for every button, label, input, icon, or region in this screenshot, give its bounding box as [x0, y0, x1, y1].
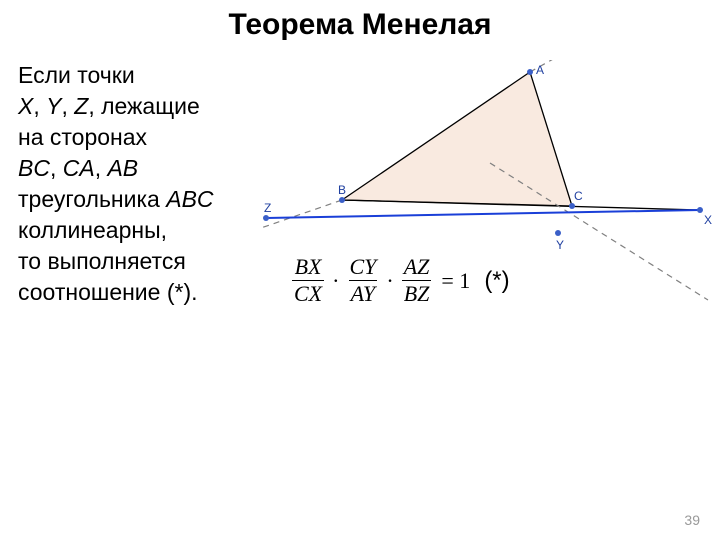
- star-marker: (*): [476, 267, 509, 295]
- frac-1: BX CX: [292, 256, 324, 305]
- l2-post: , лежащие: [88, 93, 199, 119]
- pt-Z: Z: [74, 93, 88, 119]
- comma3: ,: [50, 155, 63, 181]
- svg-text:A: A: [536, 63, 544, 77]
- pt-Y: Y: [46, 93, 61, 119]
- comma4: ,: [95, 155, 108, 181]
- frac3-den: BZ: [402, 280, 432, 305]
- page-number: 39: [684, 512, 700, 528]
- svg-text:C: C: [574, 189, 583, 203]
- line8: соотношение (*).: [18, 279, 198, 305]
- frac-2: CY AY: [347, 256, 378, 305]
- comma2: ,: [61, 93, 74, 119]
- side-BC: BC: [18, 155, 50, 181]
- svg-text:B: B: [338, 183, 346, 197]
- content-row: Если точки X, Y, Z, лежащие на сторонах …: [0, 42, 720, 340]
- tri-ABC: ABC: [166, 186, 213, 212]
- svg-text:Z: Z: [264, 201, 271, 215]
- line3: на сторонах: [18, 124, 147, 150]
- svg-text:Y: Y: [556, 238, 564, 252]
- theorem-text: Если точки X, Y, Z, лежащие на сторонах …: [0, 60, 260, 340]
- line6: коллинеарны,: [18, 217, 167, 243]
- diagram-area: ABCXYZ BX CX · CY AY · AZ BZ = 1 (*): [260, 60, 720, 340]
- frac2-den: AY: [349, 280, 377, 305]
- frac2-num: CY: [347, 256, 378, 280]
- pt-X: X: [18, 93, 33, 119]
- frac1-den: CX: [292, 280, 324, 305]
- side-AB: AB: [107, 155, 138, 181]
- dot2: ·: [384, 268, 395, 294]
- line1: Если точки: [18, 62, 135, 88]
- page-title: Теорема Менелая: [0, 0, 720, 42]
- formula: BX CX · CY AY · AZ BZ = 1 (*): [292, 256, 510, 305]
- frac3-num: AZ: [402, 256, 432, 280]
- frac1-num: BX: [293, 256, 324, 280]
- frac-3: AZ BZ: [402, 256, 432, 305]
- dot1: ·: [330, 268, 341, 294]
- line7: то выполняется: [18, 248, 186, 274]
- eq-rhs: = 1: [437, 268, 470, 294]
- svg-text:X: X: [704, 213, 712, 227]
- line5-pre: треугольника: [18, 186, 166, 212]
- comma1: ,: [33, 93, 46, 119]
- side-CA: CA: [63, 155, 95, 181]
